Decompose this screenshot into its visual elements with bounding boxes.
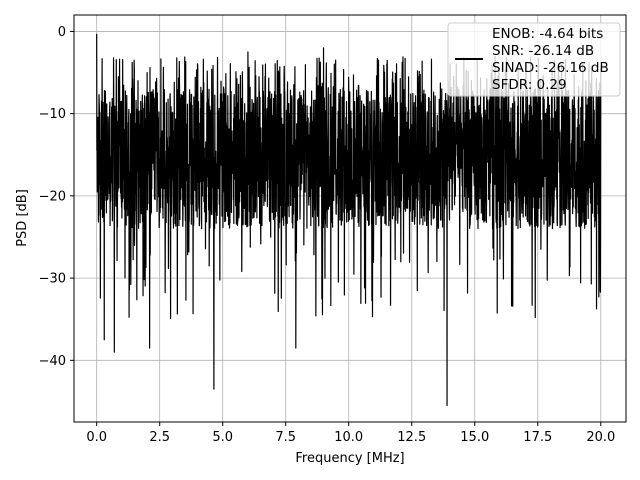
- psd-series-line: [96, 33, 602, 407]
- tick-layer: 0.0 2.5 5.0 7.5 10.0 12.5 15.0 17.5 20.0 0 −10 −20 −…: [39, 25, 616, 445]
- x-tick-label: 17.5: [523, 430, 552, 445]
- y-tick-label: −10: [39, 107, 66, 122]
- y-tick-label: −20: [39, 189, 66, 204]
- plot-frame: [73, 14, 627, 423]
- x-tick-label: 2.5: [149, 430, 170, 445]
- legend: ENOB: -4.64 bits SNR: -26.14 dB SINAD: -…: [447, 22, 621, 97]
- x-tick-label: 20.0: [586, 430, 615, 445]
- legend-line-snr: SNR: -26.14 dB: [492, 43, 594, 59]
- y-tick-label: 0: [58, 25, 66, 40]
- x-tick-label: 12.5: [397, 430, 426, 445]
- legend-line-sinad: SINAD: -26.16 dB: [492, 60, 609, 76]
- legend-line-enob: ENOB: -4.64 bits: [492, 26, 603, 42]
- x-tick-label: 5.0: [212, 430, 233, 445]
- y-tick-label: −30: [39, 272, 66, 287]
- y-tick-label: −40: [39, 354, 66, 369]
- x-axis-label: Frequency [MHz]: [295, 451, 404, 466]
- legend-line-sfdr: SFDR: 0.29: [492, 77, 567, 93]
- x-tick-label: 15.0: [460, 430, 489, 445]
- x-tick-label: 7.5: [275, 430, 296, 445]
- x-tick-label: 10.0: [334, 430, 363, 445]
- y-axis-label: PSD [dB]: [15, 189, 30, 247]
- legend-box: [447, 22, 621, 97]
- x-tick-label: 0.0: [86, 430, 107, 445]
